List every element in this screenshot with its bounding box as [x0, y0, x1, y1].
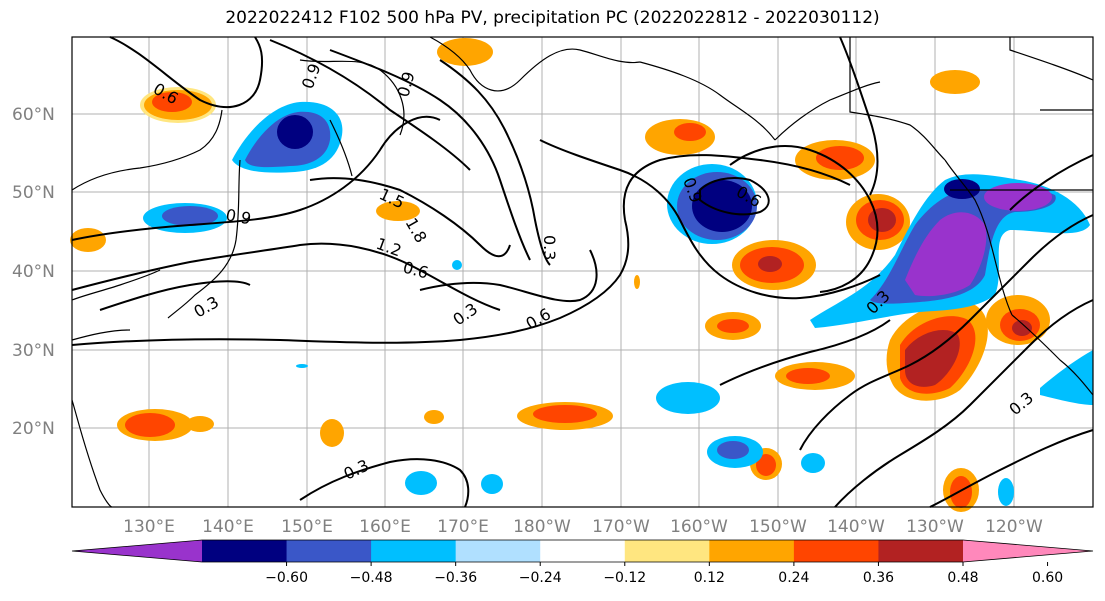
- colorbar-segment: [286, 540, 372, 562]
- colorbar-tick-label: 0.48: [947, 570, 978, 586]
- colorbar-segment: [371, 540, 457, 562]
- colorbar-tick-label: −0.60: [265, 570, 308, 586]
- colorbar-tick-label: 0.12: [694, 570, 725, 586]
- lon-label: 140°E: [202, 517, 254, 537]
- colorbar-tick-label: −0.24: [519, 570, 562, 586]
- lat-label: 40°N: [12, 262, 55, 282]
- chart-title: 2022022412 F102 500 hPa PV, precipitatio…: [225, 8, 880, 28]
- coastlines: [71, 36, 1094, 508]
- lon-label: 150°W: [749, 517, 807, 537]
- contour-label: 0.9: [224, 205, 252, 228]
- lon-label: 130°E: [123, 517, 175, 537]
- lon-label: 170°W: [592, 517, 650, 537]
- contour-label: 0.3: [540, 235, 559, 260]
- colorbar-segment: [793, 540, 879, 562]
- lon-label: 150°E: [281, 517, 333, 537]
- lon-label: 170°E: [437, 517, 489, 537]
- graticule: [72, 37, 1093, 507]
- colorbar-tick-label: −0.48: [350, 570, 393, 586]
- colorbar-segment: [624, 540, 710, 562]
- lon-label: 120°W: [985, 517, 1043, 537]
- colorbar-tick-label: 0.24: [778, 570, 809, 586]
- pv-contours: [71, 36, 1094, 508]
- colorbar-tick-label: −0.12: [603, 570, 646, 586]
- colorbar-segment: [202, 540, 288, 562]
- lat-label: 50°N: [12, 183, 55, 203]
- lon-label: 160°E: [359, 517, 411, 537]
- colorbar-segment: [709, 540, 795, 562]
- latitude-axis: 60°N 50°N 40°N 30°N 20°N: [12, 105, 55, 439]
- lat-label: 60°N: [12, 105, 55, 125]
- positive-anomaly-shading: [70, 38, 1050, 512]
- colorbar-tick-label: 0.36: [863, 570, 894, 586]
- colorbar-extend-high: [963, 540, 1093, 562]
- colorbar-segment: [878, 540, 964, 562]
- lat-label: 20°N: [12, 419, 55, 439]
- lon-label: 130°W: [906, 517, 964, 537]
- colorbar-outline: [71, 539, 1094, 563]
- map-frame: [71, 36, 1094, 508]
- lon-label: 180°W: [513, 517, 571, 537]
- lon-label: 140°W: [827, 517, 885, 537]
- colorbar-extend-low: [72, 540, 202, 562]
- colorbar-segment: [540, 540, 626, 562]
- colorbar-tick-label: −0.36: [434, 570, 477, 586]
- lon-label: 160°W: [670, 517, 728, 537]
- colorbar-tick-label: 0.60: [1032, 570, 1063, 586]
- lat-label: 30°N: [12, 341, 55, 361]
- colorbar: −0.60 −0.48 −0.36 −0.24 −0.12 0.12 0.24 0.36 0.4…: [71, 539, 1094, 586]
- colorbar-segment: [455, 540, 541, 562]
- longitude-axis: 130°E 140°E 150°E 160°E 170°E 180°W 170°…: [123, 517, 1043, 537]
